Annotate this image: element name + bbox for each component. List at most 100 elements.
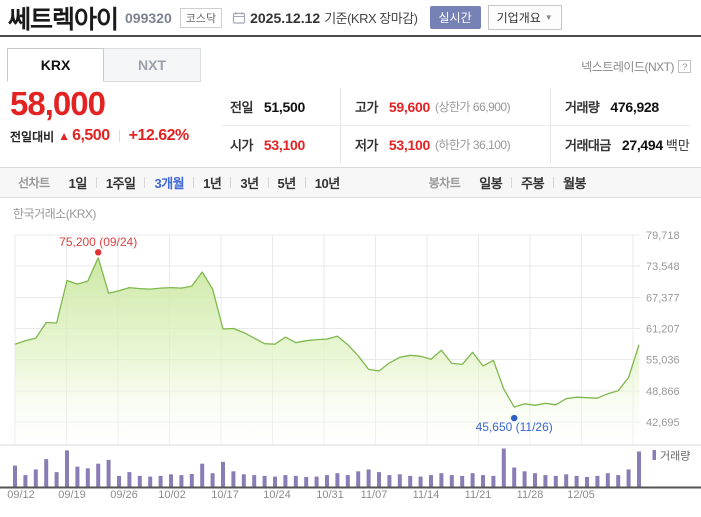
- volume-bar: [85, 468, 90, 487]
- candle-item-3[interactable]: 월봉: [563, 176, 586, 191]
- volume-bar: [65, 450, 69, 487]
- separator: [144, 177, 146, 188]
- volume-bar: [501, 448, 506, 487]
- x-axis-label: 09/19: [58, 489, 86, 501]
- volume-bar: [387, 475, 392, 487]
- volume-bar: [106, 459, 111, 487]
- realtime-button[interactable]: 실시간: [429, 6, 481, 29]
- volume-bar: [345, 475, 350, 487]
- open-label: 시가: [230, 138, 253, 153]
- y-axis-label: 79,718: [646, 230, 680, 242]
- x-axis-label: 09/26: [110, 489, 138, 501]
- period-item-5[interactable]: 3년: [240, 176, 259, 191]
- x-axis-label: 10/31: [316, 489, 344, 501]
- change-label: 전일대비: [10, 129, 55, 144]
- price-line: [14, 257, 640, 408]
- volume-bar: [231, 471, 236, 487]
- change-value: 6,500: [72, 127, 110, 144]
- prev-close-cell: 전일 51,500: [222, 88, 340, 125]
- volume-label: 거래량: [565, 100, 600, 115]
- low-label: 저가: [355, 138, 378, 153]
- volume-bar: [616, 475, 621, 487]
- volume-bar: [512, 467, 517, 487]
- volume-bar: [397, 474, 402, 487]
- period-list: 1일 1주일 3개월 1년 3년 5년 10년: [60, 173, 349, 192]
- volume-bar: [137, 475, 142, 487]
- lower-limit-value: (하한가 36,100): [434, 138, 511, 152]
- stock-name: 쎄트렉아이: [8, 5, 119, 34]
- price-summary-table: 전일 51,500 고가 59,600 (상한가 66,900) 거래량 476…: [222, 88, 690, 163]
- min-price-annotation: 45,650 (11/26): [476, 420, 553, 434]
- period-item-2[interactable]: 1주일: [105, 176, 136, 191]
- volume-bar: [252, 475, 257, 487]
- separator: [511, 177, 513, 188]
- volume-bar: [553, 475, 558, 487]
- period-item-1[interactable]: 1일: [68, 176, 88, 191]
- period-item-6[interactable]: 5년: [277, 176, 297, 191]
- volume-bar: [210, 473, 215, 487]
- candle-item-1[interactable]: 일봉: [479, 176, 503, 191]
- volume-bar: [585, 477, 589, 487]
- y-axis-label: 73,548: [646, 261, 680, 273]
- volume-bar: [293, 475, 298, 487]
- volume-bar: [522, 471, 527, 487]
- volume-bar: [221, 461, 225, 487]
- high-label: 고가: [355, 100, 378, 115]
- x-axis-label: 10/17: [211, 489, 239, 501]
- candle-item-2[interactable]: 주봉: [521, 176, 545, 191]
- volume-bar: [241, 474, 246, 487]
- tab-krx[interactable]: KRX: [7, 48, 104, 82]
- x-axis-label: 11/21: [465, 489, 492, 501]
- nextrade-link[interactable]: 넥스트레이드(NXT) ?: [581, 58, 691, 75]
- change-percent: +12.62%: [128, 127, 190, 144]
- period-item-4[interactable]: 1년: [203, 176, 222, 191]
- volume-bar: [262, 475, 267, 487]
- current-price: 58,000: [10, 85, 106, 122]
- volume-bar: [605, 473, 610, 487]
- chart-section: 79,718 73,548 67,377 61,207 55,036 48,866 42,6…: [0, 200, 701, 517]
- chevron-down-icon: ▼: [544, 13, 553, 22]
- trade-amount-value: 27,494: [621, 136, 663, 153]
- price-change-line: 전일대비 ▲ 6,500 +12.62%: [10, 127, 189, 145]
- high-value: 59,600: [388, 98, 430, 115]
- nextrade-label: 넥스트레이드(NXT): [581, 60, 674, 74]
- period-item-3[interactable]: 3개월: [154, 176, 185, 191]
- summary-row-1: 전일 51,500 고가 59,600 (상한가 66,900) 거래량 476…: [222, 88, 690, 126]
- exchange-source-label: 한국거래소(KRX): [13, 207, 96, 221]
- volume-bar: [75, 466, 80, 487]
- price-block: 58,000 전일대비 ▲ 6,500 +12.62%: [10, 86, 189, 145]
- prev-close-value: 51,500: [263, 98, 305, 115]
- period-item-7[interactable]: 10년: [314, 176, 340, 191]
- separator: [267, 177, 269, 188]
- x-axis-label: 10/24: [263, 489, 291, 501]
- exchange-tabs: KRX NXT: [7, 48, 201, 82]
- volume-bar: [189, 474, 194, 487]
- price-area-fill: [15, 257, 639, 445]
- stock-code: 099320: [125, 9, 172, 26]
- max-price-annotation: 75,200 (09/24): [59, 235, 137, 249]
- upper-limit-value: (상한가 66,900): [434, 100, 511, 114]
- chart-toolbar: 선차트 1일 1주일 3개월 1년 3년 5년 10년 봉차트 일봉 주봉 월봉: [0, 167, 701, 198]
- volume-bar: [179, 475, 184, 487]
- volume-value: 476,928: [610, 98, 659, 115]
- high-cell: 고가 59,600 (상한가 66,900): [340, 88, 550, 125]
- low-value: 53,100: [388, 136, 430, 153]
- volume-bar: [626, 469, 631, 487]
- volume-bar: [356, 471, 361, 487]
- help-icon[interactable]: ?: [678, 60, 691, 73]
- volume-bar: [574, 475, 579, 487]
- tab-nxt[interactable]: NXT: [104, 48, 201, 82]
- volume-bar: [33, 469, 38, 487]
- volume-bar: [13, 465, 17, 487]
- x-axis-label: 09/12: [7, 489, 35, 501]
- low-cell: 저가 53,100 (하한가 36,100): [340, 126, 550, 163]
- volume-bar: [325, 475, 329, 487]
- volume-bar: [148, 476, 153, 487]
- separator: [553, 177, 555, 188]
- trade-amount-label: 거래대금: [565, 138, 611, 153]
- company-overview-button[interactable]: 기업개요 ▼: [487, 5, 562, 30]
- separator: [95, 177, 97, 188]
- base-date: 2025.12.12: [250, 9, 321, 26]
- open-cell: 시가 53,100: [222, 126, 340, 163]
- candle-group: 봉차트 일봉 주봉 월봉: [429, 173, 595, 192]
